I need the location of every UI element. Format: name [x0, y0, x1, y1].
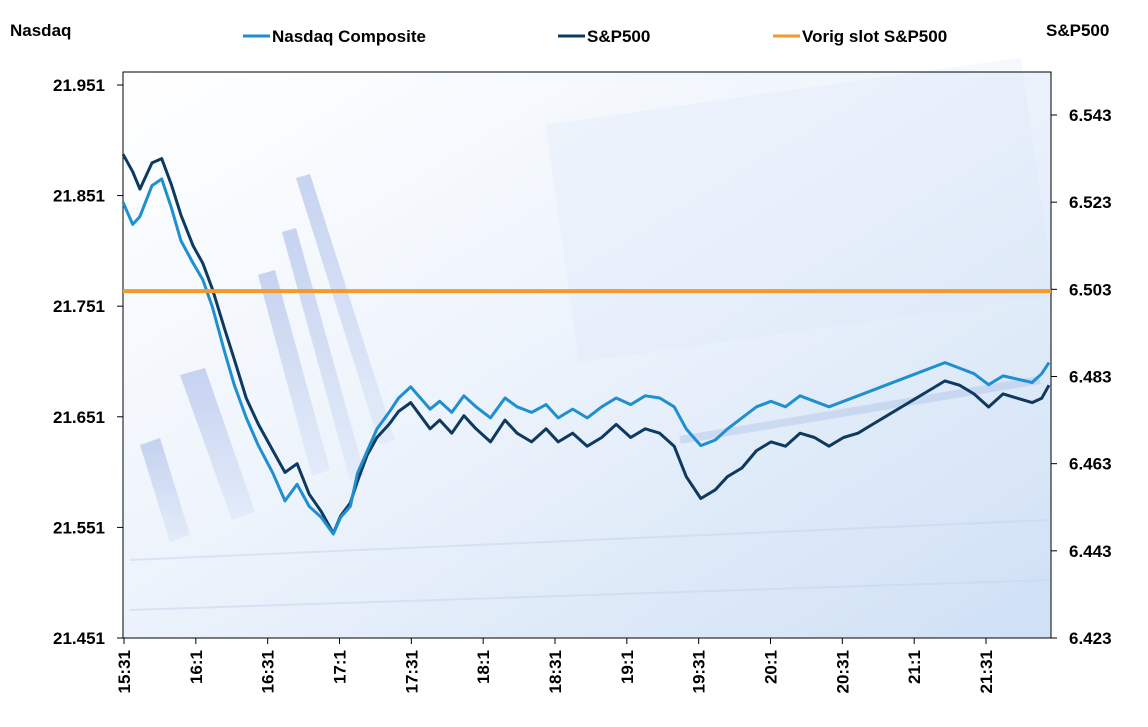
legend-label-nasdaq: Nasdaq Composite [272, 27, 426, 46]
plot-area-frame [122, 71, 1052, 639]
left-tick-label: 21.851 [53, 187, 105, 206]
x-tick-label: 20:1 [762, 650, 781, 684]
right-tick-label: 6.483 [1069, 368, 1112, 387]
x-tick-label: 15:31 [115, 650, 134, 693]
left-tick-label: 21.951 [53, 76, 105, 95]
x-tick-label: 19:1 [618, 650, 637, 684]
right-axis-title: S&P500 [1046, 21, 1109, 40]
left-tick-label: 21.451 [53, 629, 105, 648]
background-decoration [129, 57, 1055, 611]
x-tick-label: 20:31 [833, 650, 852, 693]
legend: Nasdaq Composite S&P500 Vorig slot S&P50… [243, 27, 947, 46]
x-tick-label: 16:31 [259, 650, 278, 693]
right-tick-label: 6.543 [1069, 106, 1112, 125]
legend-label-sp500: S&P500 [587, 27, 650, 46]
left-tick-label: 21.751 [53, 297, 105, 316]
right-tick-label: 6.423 [1069, 629, 1112, 648]
x-tick-label: 21:31 [977, 650, 996, 693]
series-line-sp500 [121, 153, 1051, 535]
plot-background [123, 57, 1055, 638]
right-axis-ticks: 6.543 6.523 6.503 6.483 6.463 6.443 6.423 [1051, 106, 1112, 648]
x-tick-label: 18:31 [546, 650, 565, 693]
right-tick-label: 6.463 [1069, 455, 1112, 474]
series-layer [121, 153, 1051, 536]
left-axis-ticks: 21.951 21.851 21.751 21.651 21.551 21.451 [53, 76, 123, 648]
right-tick-label: 6.503 [1069, 280, 1112, 299]
x-tick-label: 16:1 [187, 650, 206, 684]
series-line-nasdaq [121, 177, 1051, 536]
left-tick-label: 21.651 [53, 408, 105, 427]
x-tick-label: 17:1 [331, 650, 350, 684]
right-tick-label: 6.523 [1069, 193, 1112, 212]
left-tick-label: 21.551 [53, 518, 105, 537]
x-axis-ticks: 15:31 16:1 16:31 17:1 17:31 18:1 18:31 19:1 19:3… [115, 638, 996, 693]
x-tick-label: 21:1 [905, 650, 924, 684]
left-axis-title: Nasdaq [10, 21, 71, 40]
x-tick-label: 18:1 [474, 650, 493, 684]
x-tick-label: 19:31 [690, 650, 709, 693]
x-tick-label: 17:31 [402, 650, 421, 693]
legend-label-previous-close: Vorig slot S&P500 [802, 27, 947, 46]
right-tick-label: 6.443 [1069, 542, 1112, 561]
